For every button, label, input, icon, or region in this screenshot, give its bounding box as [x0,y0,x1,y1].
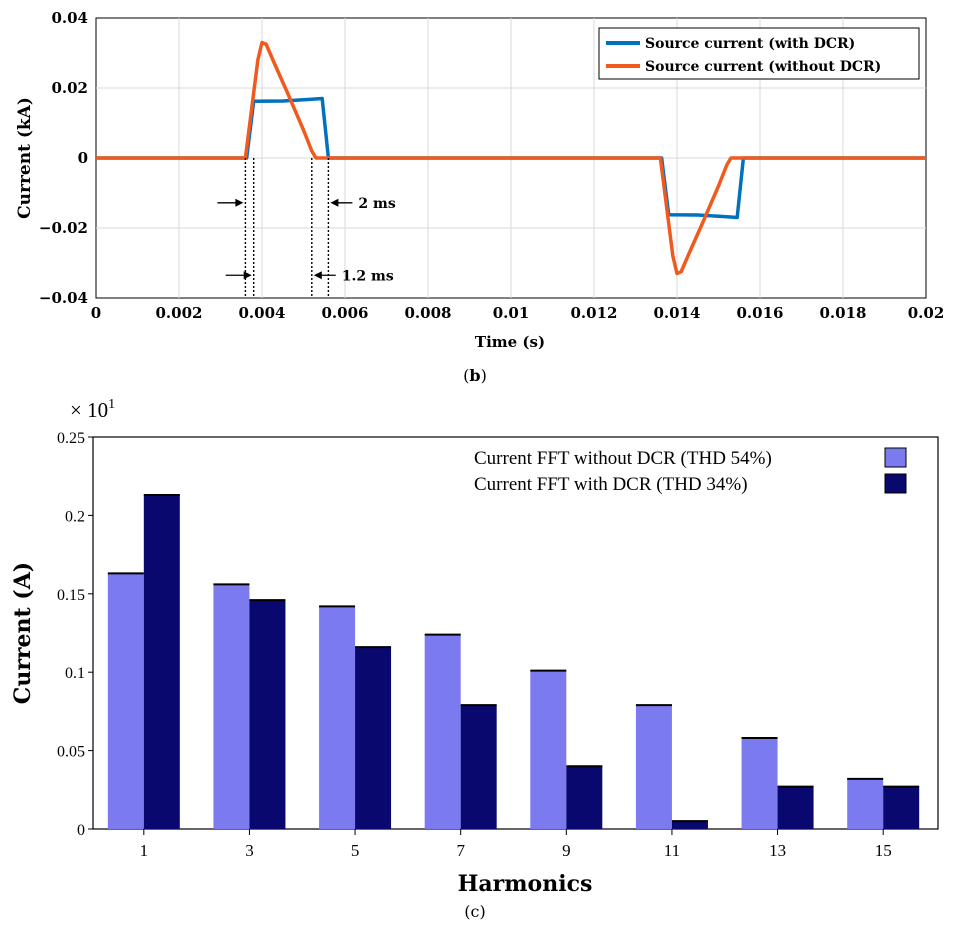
y-tick-label-c: 0.2 [65,508,85,525]
panel-b-line-chart: 0 0.002 0.004 0.006 0.008 0.01 0.012 0.014 0.016… [15,9,944,385]
y-tick-label-b: 0.02 [51,79,88,97]
annotation-arrowhead [330,198,339,207]
x-tick-label-c: 7 [456,841,465,860]
y-axis-title-c: Current (A) [10,562,36,704]
bar-without-dcr-h7 [424,634,461,829]
y-tick-label-c: 0.25 [57,430,85,447]
x-tick-label-b: 0.016 [737,304,784,322]
bar-without-dcr-h9 [530,670,567,829]
legend-b: Source current (with DCR) Source current… [598,27,920,80]
annotation-label: 2 ms [358,196,395,212]
y-tick-label-c: 0.15 [57,587,85,604]
legend-label-without-dcr-c: Current FFT without DCR (THD 54%) [474,448,772,469]
legend-box-b [598,27,920,80]
series-line-without-dcr [96,40,926,276]
panel-label-c-letter: c [471,902,480,921]
y-tick-label-c: 0.05 [57,744,85,761]
bar-with-dcr-h1 [143,495,180,829]
bars-c [107,494,920,829]
bar-without-dcr-h11 [635,705,672,829]
y-tick-label-b: −0.02 [39,219,88,237]
svg-text:(c): (c) [464,902,485,921]
annotations-b: 2 ms 1.2 ms [217,158,396,298]
y-tick-label-b: 0.04 [51,9,88,27]
tick-labels-b: 0 0.002 0.004 0.006 0.008 0.01 0.012 0.014 0.016… [39,9,944,322]
bar-without-dcr-h3 [213,584,250,829]
y-tick-label-b: −0.04 [39,289,88,307]
annotation-arrowhead [243,271,252,280]
bar-without-dcr-h1 [107,573,144,829]
scale-factor-label: × 101 [70,397,115,422]
y-tick-label-c: 0.1 [65,665,85,682]
x-tick-label-b: 0.014 [654,304,701,322]
x-tick-label-c: 11 [664,841,680,860]
x-tick-label-c: 13 [769,841,786,860]
y-tick-label-b: 0 [78,149,88,167]
y-tick-label-c: 0 [77,822,85,839]
legend-swatch-with-dcr-c [884,473,907,494]
y-axis-title-b: Current (kA) [15,97,35,219]
svg-text:(b): (b) [463,366,487,385]
scale-factor-base: × 10 [70,398,108,422]
x-tick-label-c: 5 [351,841,360,860]
x-tick-label-c: 9 [562,841,571,860]
bar-with-dcr-h9 [566,766,603,829]
bar-without-dcr-h15 [847,778,884,829]
annotation-label: 1.2 ms [342,268,394,284]
x-tick-label-c: 15 [875,841,892,860]
x-tick-label-c: 1 [140,841,149,860]
bar-with-dcr-h3 [249,600,286,829]
panel-label-b: (b) [463,366,487,385]
bar-without-dcr-h13 [741,738,778,829]
annotation-arrowhead [313,271,322,280]
x-tick-label-b: 0.02 [908,304,945,322]
annotation-arrowhead [235,198,244,207]
bar-with-dcr-h15 [883,786,920,829]
x-tick-label-b: 0.012 [571,304,618,322]
panel-label-b-letter: b [469,366,480,385]
x-tick-label-b: 0 [91,304,101,322]
legend-label-without-dcr: Source current (without DCR) [645,59,881,75]
bar-without-dcr-h5 [319,606,356,829]
legend-swatch-without-dcr-c [884,447,907,468]
panel-label-c: (c) [464,902,485,921]
x-tick-label-b: 0.01 [493,304,530,322]
scale-factor-exponent: 1 [108,397,115,412]
bar-with-dcr-h5 [355,647,392,829]
x-tick-label-c: 3 [245,841,254,860]
svg-text:× 101: × 101 [70,397,115,422]
x-axis-title-c: Harmonics [458,871,593,897]
bar-with-dcr-h13 [777,786,814,829]
x-tick-label-b: 0.018 [820,304,867,322]
legend-c: Current FFT without DCR (THD 54%) Curren… [474,447,907,495]
legend-label-with-dcr-c: Current FFT with DCR (THD 34%) [474,474,748,495]
x-tick-label-b: 0.002 [156,304,203,322]
bar-with-dcr-h11 [671,821,708,829]
legend-label-with-dcr: Source current (with DCR) [645,36,855,52]
x-axis-title-b: Time (s) [475,333,545,351]
x-tick-label-b: 0.006 [322,304,369,322]
x-tick-label-b: 0.004 [239,304,286,322]
x-tick-label-b: 0.008 [405,304,452,322]
series-lines-b [96,40,926,276]
bar-with-dcr-h7 [460,705,497,829]
